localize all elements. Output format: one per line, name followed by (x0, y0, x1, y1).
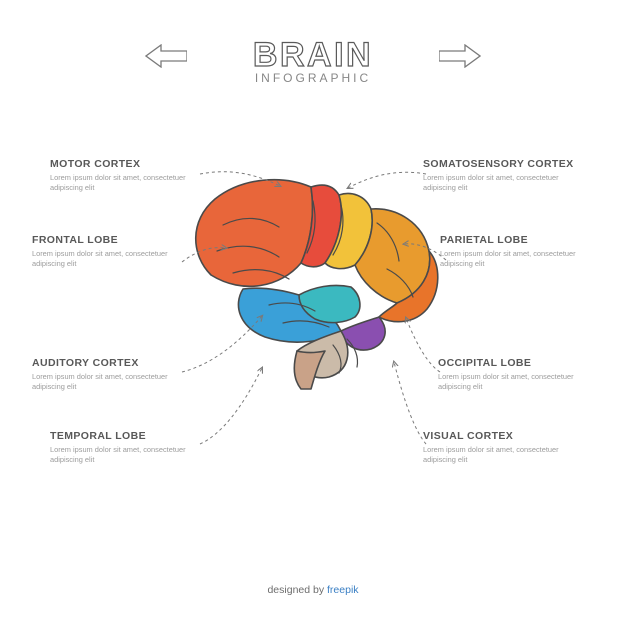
callout-body: Lorem ipsum dolor sit amet, consectetuer… (438, 372, 593, 392)
callout-occipital: OCCIPITAL LOBE Lorem ipsum dolor sit amet… (438, 357, 593, 392)
callout-body: Lorem ipsum dolor sit amet, consectetuer… (32, 249, 187, 269)
callout-title: VISUAL CORTEX (423, 430, 578, 442)
callout-body: Lorem ipsum dolor sit amet, consectetuer… (32, 372, 187, 392)
footer-credit: designed by freepik (0, 584, 626, 596)
callout-title: OCCIPITAL LOBE (438, 357, 593, 369)
callout-body: Lorem ipsum dolor sit amet, consectetuer… (50, 445, 205, 465)
callout-title: TEMPORAL LOBE (50, 430, 205, 442)
callout-frontal: FRONTAL LOBE Lorem ipsum dolor sit amet, … (32, 234, 187, 269)
callout-temporal: TEMPORAL LOBE Lorem ipsum dolor sit amet,… (50, 430, 205, 465)
arrow-left-icon (145, 44, 187, 68)
callout-visual: VISUAL CORTEX Lorem ipsum dolor sit amet,… (423, 430, 578, 465)
brain-illustration (173, 165, 453, 395)
callout-somatosensory: SOMATOSENSORY CORTEX Lorem ipsum dolor si… (423, 158, 578, 193)
arrow-right-icon (439, 44, 481, 68)
footer-brand: freepik (327, 584, 359, 596)
callout-title: SOMATOSENSORY CORTEX (423, 158, 578, 170)
header: BRAIN INFOGRAPHIC (0, 0, 626, 85)
callout-body: Lorem ipsum dolor sit amet, consectetuer… (440, 249, 595, 269)
brain-region-frontal_lobe (196, 180, 313, 287)
callout-title: FRONTAL LOBE (32, 234, 187, 246)
callout-auditory: AUDITORY CORTEX Lorem ipsum dolor sit ame… (32, 357, 187, 392)
callout-parietal: PARIETAL LOBE Lorem ipsum dolor sit amet,… (440, 234, 595, 269)
footer-prefix: designed by (267, 584, 327, 596)
page-title: BRAIN (0, 38, 626, 72)
callout-body: Lorem ipsum dolor sit amet, consectetuer… (50, 173, 205, 193)
callout-title: MOTOR CORTEX (50, 158, 205, 170)
callout-title: AUDITORY CORTEX (32, 357, 187, 369)
callout-motor: MOTOR CORTEX Lorem ipsum dolor sit amet, … (50, 158, 205, 193)
callout-body: Lorem ipsum dolor sit amet, consectetuer… (423, 173, 578, 193)
callout-title: PARIETAL LOBE (440, 234, 595, 246)
callout-body: Lorem ipsum dolor sit amet, consectetuer… (423, 445, 578, 465)
page-subtitle: INFOGRAPHIC (0, 71, 626, 85)
